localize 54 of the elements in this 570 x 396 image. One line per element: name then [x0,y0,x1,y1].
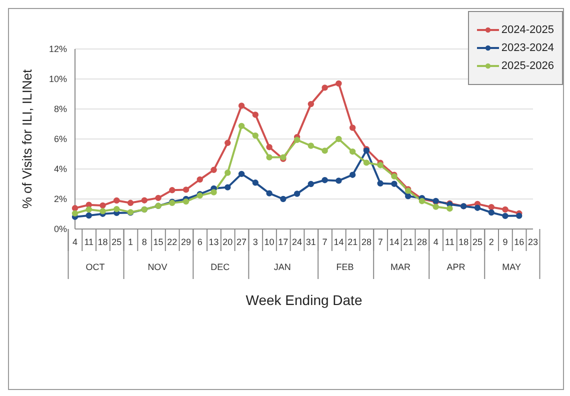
x-tick-label: 21 [403,237,414,247]
text: APR [446,262,466,272]
x-tick-label: 28 [361,237,372,247]
x-tick-label: 23 [528,237,538,247]
text: NOV [148,262,168,272]
x-tick-label: 16 [514,237,524,247]
text: MAY [502,262,521,272]
x-tick-label: 9 [502,237,508,247]
x-tick-label: 6 [197,237,202,247]
x-tick-label: 14 [334,237,344,247]
x-tick-label: 17 [278,237,288,247]
x-tick-label: 7 [378,237,383,247]
legend-label: 2025-2026 [501,60,554,72]
x-tick-label: 29 [181,237,192,247]
x-tick-label: 3 [252,237,258,247]
x-tick-label: 25 [112,237,122,247]
x-tick-label: 10 [264,237,274,247]
x-tick-label: 15 [153,237,164,247]
x-tick-label: 2 [488,237,494,247]
x-tick-label: 4 [433,237,438,247]
y-axis-title: % of Visits for ILI, ILINet [20,69,35,209]
x-tick-label: 18 [458,237,469,247]
x-tick-label: 25 [472,237,482,247]
x-tick-label: 18 [98,237,108,247]
y-tick-label: 0% [54,224,67,234]
y-tick-label: 10% [48,74,67,84]
y-tick-label: 12% [48,44,67,54]
legend-label: 2024-2025 [501,24,554,36]
text: JAN [274,262,291,272]
y-tick-label: 8% [54,104,67,114]
text: MAR [390,262,412,272]
x-tick-label: 20 [222,237,233,247]
x-tick-label: 28 [416,237,427,247]
x-tick-label: 11 [84,237,94,247]
text: OCT [86,262,106,272]
y-tick-label: 2% [54,194,67,204]
x-tick-label: 4 [72,237,78,247]
x-tick-label: 8 [142,237,147,247]
x-tick-label: 31 [306,237,316,247]
x-tick-label: 1 [128,237,134,247]
legend-label: 2023-2024 [501,42,554,54]
x-tick-label: 13 [208,237,219,247]
x-axis-title: Week Ending Date [246,292,362,308]
x-tick-label: 7 [322,237,328,247]
x-tick-label: 24 [292,237,302,247]
y-tick-label: 6% [54,134,67,144]
x-tick-label: 14 [389,237,400,247]
y-tick-label: 4% [54,164,67,174]
text: FEB [336,262,354,272]
x-tick-label: 21 [348,237,358,247]
text: DEC [210,262,230,272]
x-tick-label: 11 [445,237,454,247]
x-tick-label: 27 [236,237,247,247]
x-tick-label: 22 [167,237,178,247]
